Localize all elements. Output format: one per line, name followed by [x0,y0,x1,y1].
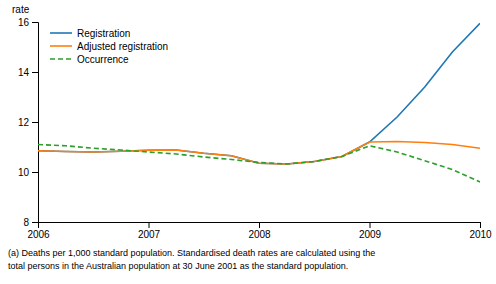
legend-swatch [50,58,72,60]
tick: 12 [18,117,38,128]
tick-mark [480,222,481,228]
series-line [38,142,480,165]
tick-mark [149,222,150,228]
tick: 2008 [248,222,271,240]
y-axis-label: rate [12,4,30,15]
tick: 8 [23,217,38,228]
tick-label: 2008 [248,229,271,240]
legend-label: Occurrence [77,54,129,65]
tick-mark [370,222,371,228]
tick-label: 2009 [359,229,382,240]
tick-label: 2006 [27,229,50,240]
tick: 2006 [27,222,50,240]
plot-area: 2006 2007 2008 2009 2010 8 10 12 14 16 Registratio… [18,17,492,240]
tick: 2010 [469,222,492,240]
series-line [38,145,480,183]
tick-mark [32,22,38,23]
axis-line [32,23,39,223]
legend-item: Adjusted registration [50,41,168,52]
tick-mark [32,172,38,173]
tick-label: 12 [18,117,30,128]
tick-mark [32,122,38,123]
legend-swatch [50,45,72,47]
tick-label: 2007 [138,229,161,240]
tick-label: 10 [18,167,30,178]
tick: 2007 [138,222,161,240]
tick-label: 16 [18,17,30,28]
axis-line [39,223,481,229]
lines [38,23,480,182]
chart: 2006 2007 2008 2009 2010 8 10 12 14 16 Registratio… [0,0,496,284]
tick-mark [259,222,260,228]
legend: Registration Adjusted registration Occurre… [50,28,168,65]
legend-label: Registration [77,28,130,39]
tick-label: 8 [23,217,29,228]
y-axis: 8 10 12 14 16 [18,17,39,228]
x-axis: 2006 2007 2008 2009 2010 [27,222,492,240]
footnote: total persons in the Australian populati… [8,261,348,271]
tick-label: 2010 [469,229,492,240]
tick: 14 [18,67,38,78]
tick: 10 [18,167,38,178]
tick: 16 [18,17,38,28]
tick: 2009 [359,222,382,240]
legend-swatch [50,32,72,34]
footnote: (a) Deaths per 1,000 standard population… [8,248,375,258]
tick-mark [32,72,38,73]
tick-label: 14 [18,67,30,78]
tick-mark [32,222,38,223]
series-line [38,23,480,164]
legend-label: Adjusted registration [77,41,168,52]
legend-item: Registration [50,28,130,39]
legend-item: Occurrence [50,54,129,65]
